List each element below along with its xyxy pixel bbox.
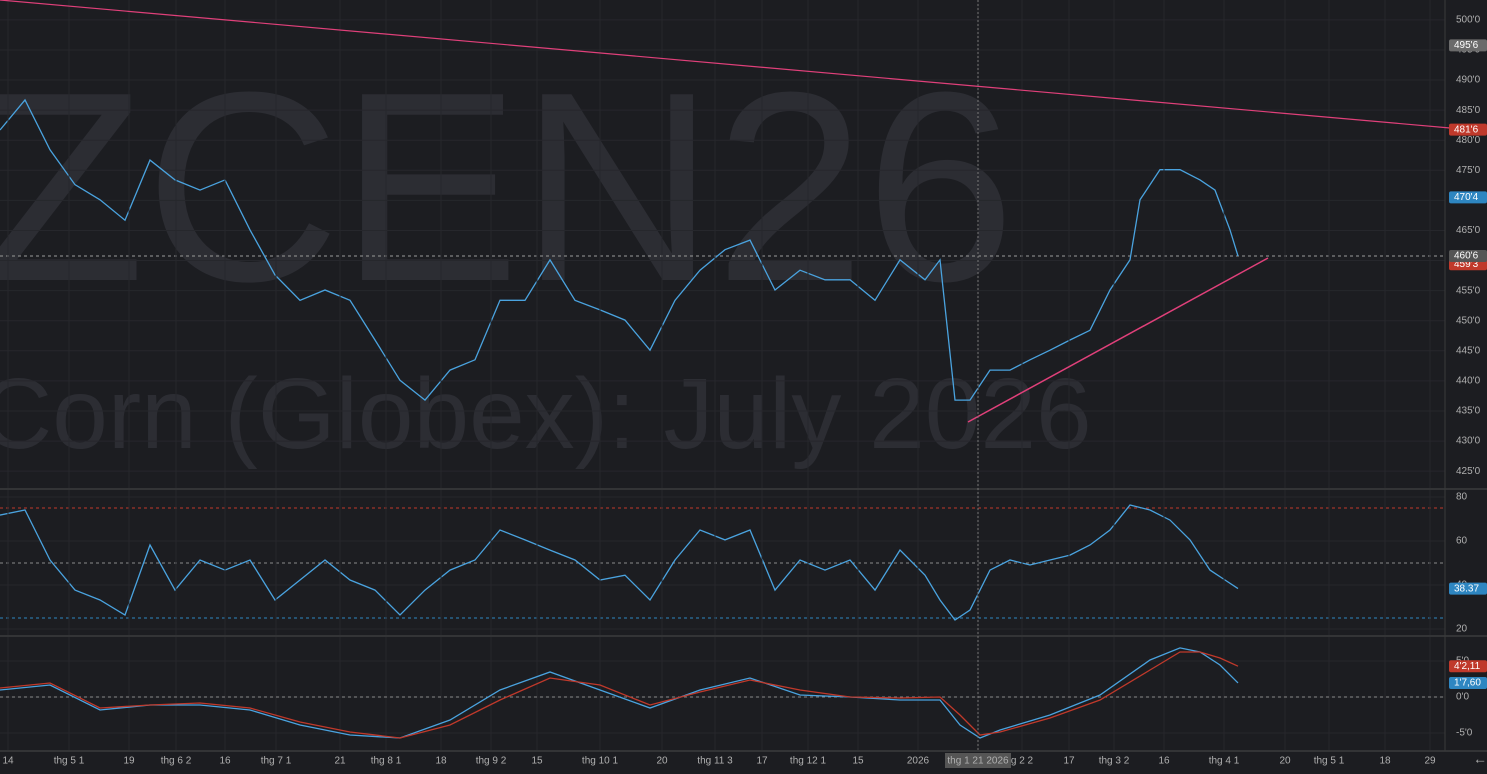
x-tick-label: thg 11 3 (697, 756, 733, 767)
x-tick-label: 14 (2, 756, 14, 767)
x-tick-label: 29 (1424, 756, 1436, 767)
y-tick-label: -5'0 (1456, 728, 1473, 739)
y-tick-label: 485'0 (1456, 105, 1481, 116)
y-tick-label: 450'0 (1456, 315, 1481, 326)
x-tick-label: thg 1 21 2026 (947, 756, 1009, 767)
y-tick-label: 475'0 (1456, 165, 1481, 176)
price-tag-label: 470'4 (1454, 192, 1479, 203)
x-tick-label: thg 8 1 (371, 756, 402, 767)
x-tick-label: 17 (756, 756, 768, 767)
price-tag (1449, 123, 1487, 136)
x-tick-label: thg 3 2 (1099, 756, 1130, 767)
price-tag (1449, 660, 1487, 673)
y-tick-label: 490'0 (1456, 75, 1481, 86)
x-tick-label: thg 5 1 (54, 756, 85, 767)
y-tick-label: 500'0 (1456, 14, 1481, 25)
price-tag (1449, 250, 1487, 263)
x-tick-label: 16 (1158, 756, 1170, 767)
x-tick-label: 15 (531, 756, 543, 767)
price-tag-label: 38.37 (1454, 583, 1479, 594)
price-tag-label: 460'6 (1454, 251, 1479, 262)
series-line (0, 647, 1239, 739)
x-tick-label: thg 4 1 (1209, 756, 1240, 767)
price-tag-label: 4'2,11 (1454, 661, 1481, 672)
watermark: ZCEN26 (0, 37, 1015, 338)
y-tick-label: 455'0 (1456, 285, 1481, 296)
y-tick-label: 0'0 (1456, 692, 1469, 703)
price-tag (1449, 582, 1487, 595)
price-tag-label: 481'6 (1454, 124, 1479, 135)
x-tick-label: 20 (656, 756, 668, 767)
x-tick-label: thg 6 2 (161, 756, 192, 767)
price-tag-label: 1'7,60 (1454, 678, 1481, 689)
price-tag (1449, 676, 1487, 689)
price-tag (1449, 191, 1487, 204)
price-tag-label: 459'3 (1454, 259, 1479, 270)
y-tick-label: 465'0 (1456, 225, 1481, 236)
crosshair-label-bg (945, 753, 1011, 768)
x-tick-label: thg 10 1 (582, 756, 619, 767)
y-tick-label: 425'0 (1456, 466, 1481, 477)
watermark-subtitle: Corn (Globex): July 2026 (0, 358, 1092, 470)
series-line (0, 651, 1239, 739)
y-tick-label: 430'0 (1456, 436, 1481, 447)
x-tick-label: thg 7 1 (261, 756, 292, 767)
x-tick-label: thg 5 1 (1314, 756, 1345, 767)
y-tick-label: 480'0 (1456, 135, 1481, 146)
trend-line (967, 257, 1269, 423)
x-tick-label: g 2 2 (1011, 756, 1034, 767)
y-tick-label: 445'0 (1456, 345, 1481, 356)
x-tick-label: 18 (435, 756, 447, 767)
y-tick-label: 435'0 (1456, 406, 1481, 417)
x-tick-label: 16 (219, 756, 231, 767)
y-tick-label: 60 (1456, 536, 1468, 547)
x-tick-label: 18 (1379, 756, 1391, 767)
x-tick-label: 19 (123, 756, 135, 767)
x-tick-label: 21 (334, 756, 346, 767)
x-tick-label: 20 (1279, 756, 1291, 767)
y-tick-label: 80 (1456, 492, 1468, 503)
price-tag (1449, 39, 1487, 52)
scroll-arrow[interactable]: ← (1473, 751, 1487, 767)
x-tick-label: 17 (1063, 756, 1075, 767)
y-tick-label: 440'0 (1456, 376, 1481, 387)
x-tick-label: 15 (852, 756, 864, 767)
x-tick-label: thg 12 1 (790, 756, 827, 767)
series-line (0, 98, 1239, 402)
price-tag-label: 495'6 (1454, 40, 1479, 51)
trend-line (0, 0, 1451, 129)
y-tick-label: 20 (1456, 624, 1468, 635)
x-tick-label: 2026 (907, 756, 930, 767)
x-tick-label: thg 9 2 (476, 756, 507, 767)
